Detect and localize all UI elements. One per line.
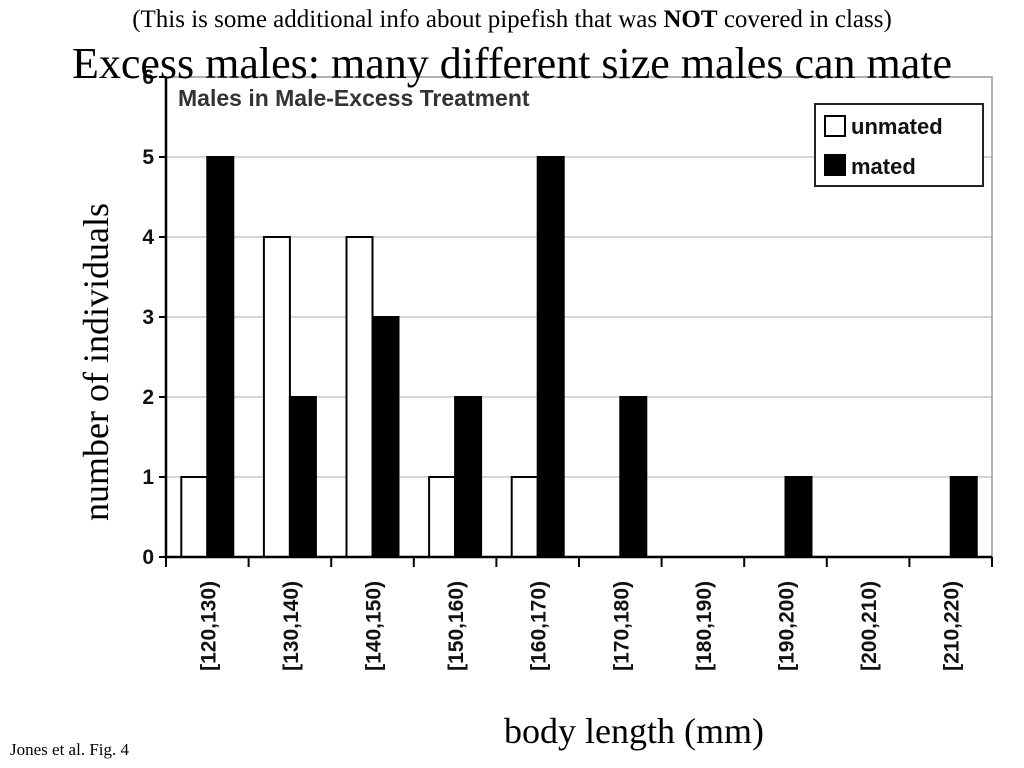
y-tick-label: 2 (142, 386, 154, 409)
bars (180, 156, 978, 558)
x-tick-label: [120,130) (197, 581, 220, 671)
bar-mated (536, 156, 565, 558)
legend: unmated mated (814, 103, 984, 187)
bar-unmated (345, 236, 374, 558)
figure-citation: Jones et al. Fig. 4 (10, 740, 129, 759)
slide-heading: Excess males: many different size males … (71, 39, 953, 88)
x-tick-label: [180,190) (693, 581, 716, 671)
bar-mated (371, 316, 400, 558)
bar-unmated (262, 236, 291, 558)
x-tick-labels: [120,130) [130,140) [140,150) [150,160) [160… (197, 581, 963, 671)
bar-mated (949, 476, 978, 558)
y-tick-label: 6 (142, 66, 154, 89)
bar-mated (206, 156, 235, 558)
note-emphasis: NOT (663, 6, 718, 33)
y-tick-label: 5 (142, 146, 154, 169)
x-tick-label: [190,200) (776, 581, 799, 671)
bar-mated (288, 396, 317, 558)
legend-label-mated: mated (851, 154, 916, 179)
x-tick-label: [200,210) (858, 581, 881, 671)
bar-unmated (510, 476, 539, 558)
x-tick-label: [130,140) (280, 581, 303, 671)
axes (164, 77, 993, 567)
legend-swatch-unmated (824, 115, 846, 137)
x-tick-label: [160,170) (528, 581, 551, 671)
note-banner: (This is some additional info about pipe… (0, 6, 1024, 34)
x-tick-label: [140,150) (363, 581, 386, 671)
x-tick-label: [150,160) (445, 581, 468, 671)
y-tick-label: 0 (142, 546, 154, 569)
y-tick-label: 1 (142, 466, 154, 489)
bar-mated (619, 396, 648, 558)
bar-mated (784, 476, 813, 558)
y-axis-title: number of individuals (76, 203, 116, 521)
bar-unmated (180, 476, 209, 558)
y-tick-labels: 0 1 2 3 4 5 6 (142, 66, 154, 569)
x-tick-label: [210,220) (941, 581, 964, 671)
y-tick-label: 4 (142, 226, 154, 249)
chart-title: Males in Male-Excess Treatment (178, 85, 530, 111)
x-axis-title: body length (mm) (504, 711, 764, 751)
legend-label-unmated: unmated (851, 114, 943, 139)
bar-mated (454, 396, 483, 558)
y-tick-label: 3 (142, 306, 154, 329)
x-tick-label: [170,180) (610, 581, 633, 671)
legend-swatch-mated (824, 154, 846, 176)
note-suffix: covered in class) (717, 6, 892, 33)
bar-unmated (428, 476, 457, 558)
note-prefix: (This is some additional info about pipe… (132, 6, 664, 33)
